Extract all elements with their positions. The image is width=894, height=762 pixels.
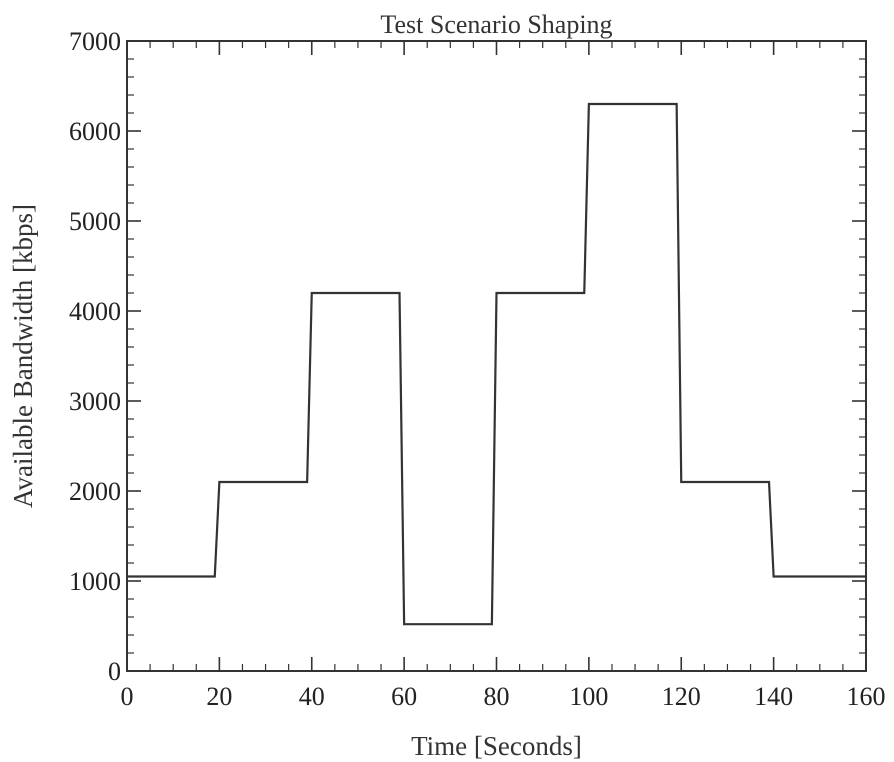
x-tick-label: 0 [121, 682, 134, 711]
minor-ticks [127, 41, 866, 671]
x-tick-label: 20 [206, 682, 232, 711]
series-line-bandwidth [127, 102, 866, 626]
y-tick-label: 2000 [69, 477, 121, 506]
y-tick-label: 0 [108, 657, 121, 686]
x-axis-title: Time [Seconds] [411, 731, 582, 761]
y-tick-label: 5000 [69, 207, 121, 236]
x-tick-label: 100 [569, 682, 608, 711]
y-tick-label: 3000 [69, 387, 121, 416]
x-tick-label: 80 [484, 682, 510, 711]
x-tick-label: 140 [754, 682, 793, 711]
x-tick-label: 60 [391, 682, 417, 711]
chart-title: Test Scenario Shaping [380, 10, 612, 39]
plot-frame [126, 40, 867, 672]
y-tick-label: 7000 [69, 27, 121, 56]
y-tick-label: 1000 [69, 567, 121, 596]
y-tick-label: 6000 [69, 117, 121, 146]
x-tick-labels: 0 20 40 60 80 100 120 140 160 [121, 682, 886, 711]
x-tick-label: 120 [662, 682, 701, 711]
y-tick-labels: 0 1000 2000 3000 4000 5000 6000 7000 [69, 27, 121, 686]
y-tick-label: 4000 [69, 297, 121, 326]
x-tick-label: 160 [847, 682, 886, 711]
x-tick-label: 40 [299, 682, 325, 711]
y-axis-title: Available Bandwidth [kbps] [8, 204, 38, 508]
